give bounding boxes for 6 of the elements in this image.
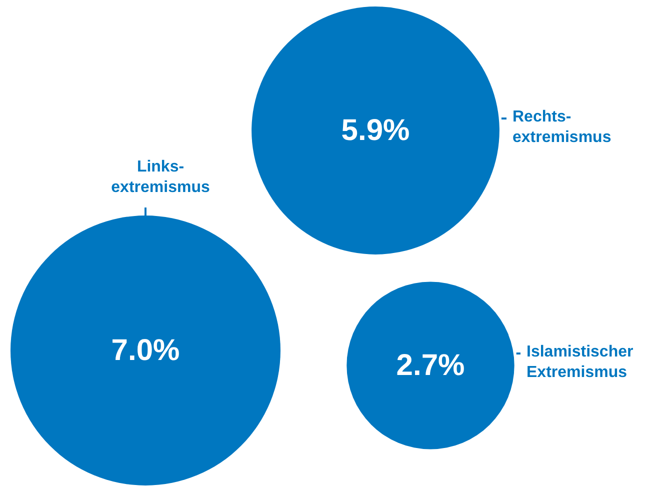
data-label: 2.7% xyxy=(396,349,465,382)
category-label: Islamistischer Extremismus xyxy=(526,344,634,381)
data-label: 7.0% xyxy=(111,334,180,367)
category-label: Links- extremismus xyxy=(111,158,210,196)
category-label: Rechts- extremismus xyxy=(512,108,612,146)
data-label: 5.9% xyxy=(341,114,410,147)
